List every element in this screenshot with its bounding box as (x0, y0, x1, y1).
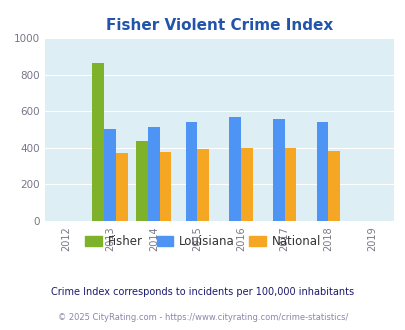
Bar (284, 148, 296, 221)
Bar (185, 122, 197, 221)
Bar (136, 141, 147, 221)
Bar (272, 118, 284, 221)
Text: Crime Index corresponds to incidents per 100,000 inhabitants: Crime Index corresponds to incidents per… (51, 287, 354, 297)
Bar (197, 149, 209, 221)
Legend: Fisher, Louisiana, National: Fisher, Louisiana, National (80, 231, 325, 253)
Bar (316, 122, 328, 221)
Text: © 2025 CityRating.com - https://www.cityrating.com/crime-statistics/: © 2025 CityRating.com - https://www.city… (58, 313, 347, 322)
Bar (241, 148, 252, 221)
Bar (104, 129, 116, 221)
Bar (328, 151, 339, 221)
Bar (147, 127, 159, 221)
Bar (159, 152, 171, 221)
Title: Fisher Violent Crime Index: Fisher Violent Crime Index (105, 17, 332, 33)
Bar (92, 63, 104, 221)
Bar (229, 117, 241, 221)
Bar (116, 153, 128, 221)
